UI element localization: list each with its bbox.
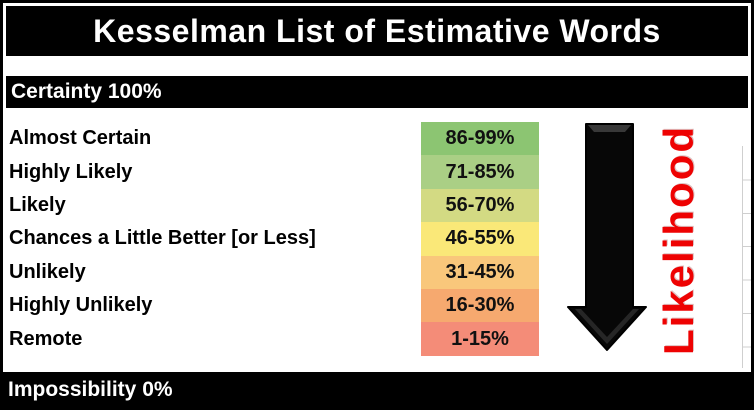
title-separator — [3, 56, 751, 76]
down-arrow-icon — [567, 123, 647, 351]
certainty-label: Certainty 100% — [11, 80, 162, 103]
estimative-word-label: Highly Unlikely — [9, 294, 153, 317]
probability-range-cell: 56-70% — [421, 188, 539, 223]
title-bar: Kesselman List of Estimative Words — [6, 6, 748, 56]
estimative-word-label: Unlikely — [9, 260, 86, 283]
probability-range-cell: 16-30% — [421, 288, 539, 323]
table-row: Unlikely 31-45% — [3, 255, 751, 289]
spreadsheet-gridline-vertical — [742, 146, 743, 368]
impossibility-label: Impossibility 0% — [8, 378, 173, 401]
estimative-word-label: Almost Certain — [9, 127, 152, 150]
estimative-word-label: Chances a Little Better [or Less] — [9, 227, 316, 250]
probability-range-cell: 86-99% — [421, 122, 539, 156]
table-row: Remote 1-15% — [3, 322, 751, 356]
table-row: Chances a Little Better [or Less] 46-55% — [3, 222, 751, 256]
table-area: Almost Certain 86-99% Highly Likely 71-85% L… — [3, 108, 751, 372]
table-row: Highly Likely 71-85% — [3, 155, 751, 189]
estimative-rows: Almost Certain 86-99% Highly Likely 71-85% L… — [3, 122, 751, 356]
probability-range-cell: 1-15% — [421, 322, 539, 356]
spreadsheet-gridline-ticks — [743, 147, 751, 368]
estimative-word-label: Likely — [9, 193, 66, 216]
table-row: Likely 56-70% — [3, 188, 751, 223]
impossibility-bar: Impossibility 0% — [3, 372, 751, 407]
page-title: Kesselman List of Estimative Words — [93, 12, 661, 49]
table-row: Highly Unlikely 16-30% — [3, 288, 751, 323]
probability-range-cell: 71-85% — [421, 155, 539, 189]
probability-range-cell: 31-45% — [421, 255, 539, 289]
probability-range-cell: 46-55% — [421, 222, 539, 256]
likelihood-axis-label: Likelihood — [655, 108, 703, 372]
estimative-word-label: Highly Likely — [9, 160, 133, 183]
certainty-bar: Certainty 100% — [6, 76, 748, 108]
likelihood-axis-text: Likelihood — [655, 125, 702, 355]
table-row: Almost Certain 86-99% — [3, 122, 751, 156]
estimative-word-label: Remote — [9, 327, 83, 350]
